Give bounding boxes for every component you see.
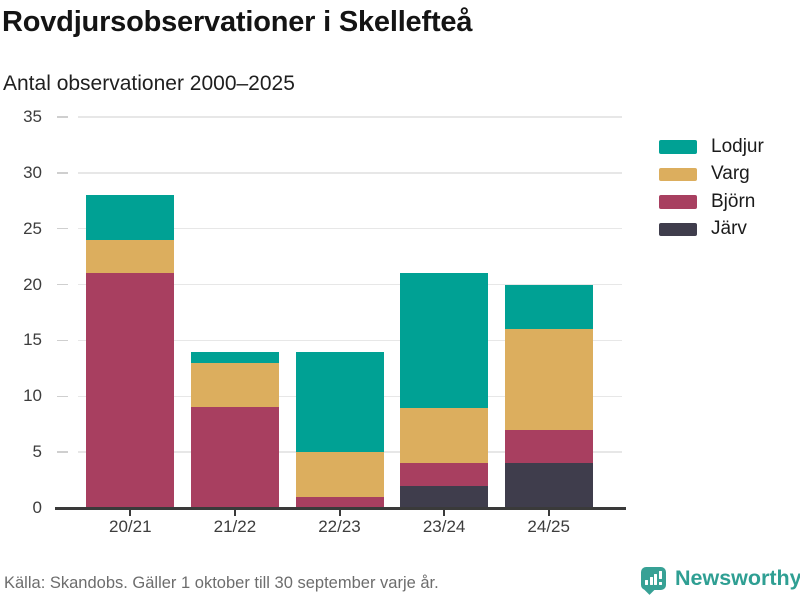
x-axis-tick xyxy=(443,510,446,516)
x-tick-label: 22/23 xyxy=(318,517,361,536)
stacked-bar-24/25 xyxy=(504,117,593,508)
bar-segment-Björn xyxy=(504,429,593,464)
newsworthy-logo[interactable]: Newsworthy xyxy=(641,566,800,595)
legend-swatch xyxy=(659,167,697,181)
y-tick-label: 35 xyxy=(23,107,42,126)
chart-title: Rovdjursobservationer i Skellefteå xyxy=(2,6,473,38)
stacked-bar-22/23 xyxy=(295,117,384,508)
bar-segment-Björn xyxy=(295,496,384,508)
stacked-bar-20/21 xyxy=(86,117,175,508)
x-axis-line xyxy=(55,507,626,510)
y-axis-tick xyxy=(57,283,68,286)
bar-segment-Lodjur xyxy=(295,351,384,453)
bar-segment-Järv xyxy=(400,485,489,508)
x-axis-tick xyxy=(338,510,341,516)
stacked-bar-21/22 xyxy=(190,117,279,508)
legend-label: Järv xyxy=(711,218,747,240)
bar-segment-Varg xyxy=(86,239,175,274)
chart-legend: Lodjur Varg Björn Järv xyxy=(659,135,764,247)
bar-segment-Varg xyxy=(190,362,279,408)
legend-label: Varg xyxy=(711,163,750,185)
gridline xyxy=(78,116,622,118)
legend-swatch xyxy=(659,195,697,209)
legend-item-Lodjur: Lodjur xyxy=(659,135,764,157)
gridline xyxy=(78,339,622,342)
bar-segment-Björn xyxy=(190,407,279,508)
bar-segment-Lodjur xyxy=(190,351,279,363)
legend-label: Björn xyxy=(711,190,756,212)
bar-segment-Varg xyxy=(295,452,384,497)
gridline xyxy=(78,172,622,174)
bar-segment-Järv xyxy=(504,463,593,508)
y-axis-tick xyxy=(57,339,68,342)
gridline xyxy=(78,283,622,286)
bar-chart-speech-bubble-icon xyxy=(641,567,666,595)
y-tick-label: 10 xyxy=(23,386,42,406)
legend-item-Järv: Järv xyxy=(659,218,764,240)
y-axis-tick xyxy=(57,395,68,398)
y-tick-label: 0 xyxy=(32,498,42,517)
legend-item-Varg: Varg xyxy=(659,163,764,185)
y-axis-tick xyxy=(57,506,68,510)
bar-segment-Björn xyxy=(400,463,489,486)
bar-segment-Lodjur xyxy=(504,284,593,330)
y-tick-label: 25 xyxy=(23,218,42,238)
y-axis-tick xyxy=(57,172,68,174)
y-tick-label: 30 xyxy=(23,162,42,182)
y-tick-label: 15 xyxy=(23,330,42,350)
bar-segment-Lodjur xyxy=(400,273,489,408)
x-axis-tick xyxy=(233,510,236,516)
y-axis-tick xyxy=(57,227,68,230)
bar-segment-Björn xyxy=(86,273,175,508)
bar-segment-Varg xyxy=(400,407,489,464)
x-tick-label: 20/21 xyxy=(109,517,152,536)
x-tick-label: 23/24 xyxy=(422,517,466,536)
legend-swatch xyxy=(659,140,697,154)
bar-segment-Lodjur xyxy=(86,195,175,240)
x-tick-label: 24/25 xyxy=(527,517,570,536)
bar-segment-Varg xyxy=(504,329,593,430)
gridline xyxy=(78,227,622,230)
x-tick-label: 21/22 xyxy=(213,517,257,536)
source-note: Källa: Skandobs. Gäller 1 oktober till 3… xyxy=(4,574,439,592)
legend-label: Lodjur xyxy=(711,135,764,157)
x-axis-tick xyxy=(129,510,132,516)
y-tick-label: 20 xyxy=(23,274,42,294)
y-tick-label: 5 xyxy=(32,442,42,462)
x-axis-tick xyxy=(547,510,550,516)
legend-item-Björn: Björn xyxy=(659,190,764,212)
brand-name: Newsworthy xyxy=(675,566,800,590)
stacked-bar-23/24 xyxy=(400,117,489,508)
y-axis-tick xyxy=(57,116,68,118)
legend-swatch xyxy=(659,222,697,236)
chart-subtitle: Antal observationer 2000–2025 xyxy=(3,72,295,95)
y-axis-tick xyxy=(57,451,68,453)
